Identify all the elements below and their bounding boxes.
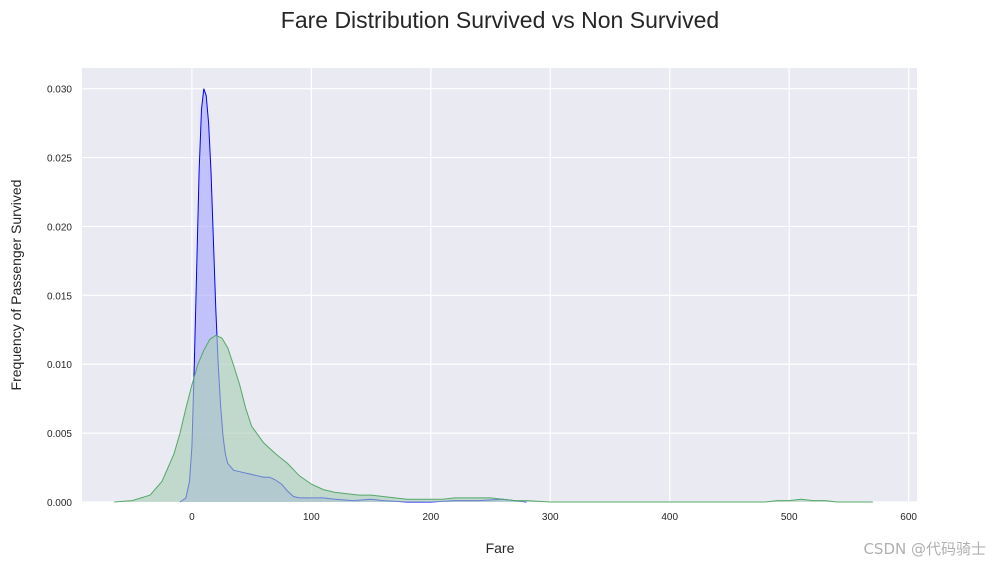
chart-title: Fare Distribution Survived vs Non Surviv… bbox=[281, 7, 719, 33]
y-tick-label: 0.000 bbox=[47, 498, 72, 509]
series-2-line bbox=[114, 334, 873, 503]
series-2-area bbox=[114, 335, 873, 502]
x-tick-label: 400 bbox=[661, 512, 678, 523]
x-tick-label: 300 bbox=[542, 512, 559, 523]
y-tick-label: 0.005 bbox=[47, 429, 72, 440]
y-tick-label: 0.030 bbox=[47, 85, 72, 96]
x-axis-label: Fare bbox=[486, 540, 515, 556]
x-tick-label: 0 bbox=[189, 512, 195, 523]
y-tick-labels: 0.000 0.005 0.010 0.015 0.020 0.025 0.030 bbox=[47, 85, 72, 509]
watermark: CSDN @代码骑士 bbox=[863, 540, 986, 558]
x-tick-label: 100 bbox=[303, 512, 320, 523]
x-tick-labels: 0 100 200 300 400 500 600 bbox=[189, 512, 917, 523]
y-tick-label: 0.010 bbox=[47, 360, 72, 371]
y-tick-label: 0.020 bbox=[47, 222, 72, 233]
x-tick-label: 500 bbox=[781, 512, 798, 523]
y-tick-label: 0.025 bbox=[47, 154, 72, 165]
series-layer bbox=[114, 88, 873, 503]
y-axis-label: Frequency of Passenger Survived bbox=[8, 180, 24, 391]
x-tick-label: 200 bbox=[422, 512, 439, 523]
y-tick-label: 0.015 bbox=[47, 291, 72, 302]
x-tick-label: 600 bbox=[900, 512, 917, 523]
